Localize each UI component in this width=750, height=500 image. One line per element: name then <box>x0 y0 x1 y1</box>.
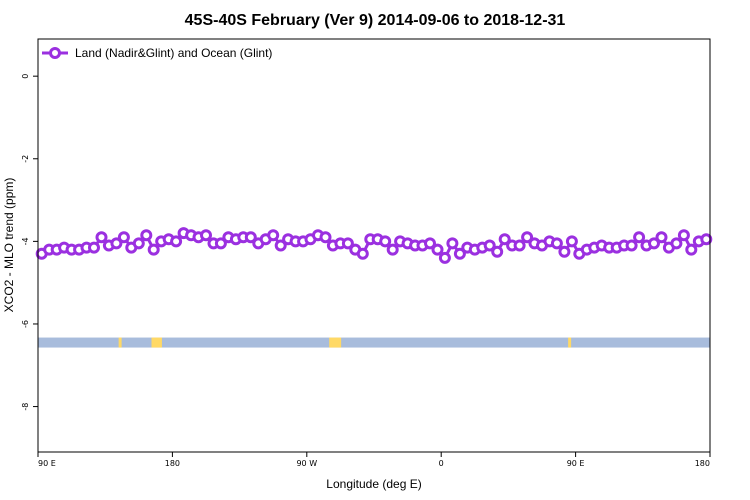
x-tick-label: 90 E <box>38 459 56 468</box>
data-point <box>453 247 466 260</box>
data-point <box>685 243 698 256</box>
data-point <box>356 247 369 260</box>
data-point <box>491 245 504 258</box>
legend: Land (Nadir&Glint) and Ocean (Glint) <box>42 46 272 60</box>
x-axis-label: Longitude (deg E) <box>326 477 421 491</box>
data-point <box>633 231 646 244</box>
series-line <box>35 227 713 264</box>
data-point <box>438 251 451 264</box>
x-tick-label: 90 W <box>296 459 317 468</box>
x-tick-label: 180 <box>165 459 180 468</box>
legend-marker-swatch <box>49 47 61 59</box>
data-point <box>513 239 526 252</box>
data-point <box>670 237 683 250</box>
data-point <box>446 237 459 250</box>
data-point <box>147 243 160 256</box>
data-point <box>170 235 183 248</box>
data-point <box>110 237 123 250</box>
data-point <box>521 231 534 244</box>
data-point <box>140 229 153 242</box>
data-point <box>386 243 399 256</box>
y-tick-label: -6 <box>21 320 30 328</box>
x-axis: 90 E 180 90 W 0 90 E 180 <box>37 452 711 468</box>
data-point <box>274 239 287 252</box>
x-tick-label: 0 <box>439 459 444 468</box>
data-point <box>379 235 392 248</box>
data-point <box>625 239 638 252</box>
data-point <box>319 231 332 244</box>
data-point <box>483 239 496 252</box>
y-axis: 0 -2 -4 -6 -8 <box>21 74 38 411</box>
y-axis-label: XCO2 - MLO trend (ppm) <box>2 178 16 313</box>
data-point <box>424 237 436 250</box>
data-point <box>550 237 563 250</box>
data-point <box>700 233 713 246</box>
x-tick-label: 90 E <box>567 459 585 468</box>
land-segment <box>329 337 342 348</box>
data-point <box>200 229 212 242</box>
plot-frame <box>37 38 711 453</box>
land-segment <box>151 337 162 348</box>
data-point <box>558 245 571 258</box>
legend-label: Land (Nadir&Glint) and Ocean (Glint) <box>75 46 272 60</box>
chart-title: 45S-40S February (Ver 9) 2014-09-06 to 2… <box>185 12 566 29</box>
data-point <box>95 231 108 244</box>
data-point <box>88 241 100 254</box>
land-segment <box>118 337 122 348</box>
x-tick-label: 180 <box>695 459 710 468</box>
ocean-band <box>38 337 710 348</box>
data-point <box>132 237 145 250</box>
data-point <box>117 231 130 244</box>
data-point <box>655 231 668 244</box>
y-tick-label: 0 <box>21 74 30 79</box>
data-point <box>498 233 511 246</box>
data-point <box>267 229 280 242</box>
data-point <box>341 237 354 250</box>
land-segment <box>568 337 572 348</box>
y-tick-label: -2 <box>21 155 30 163</box>
data-point <box>244 231 257 244</box>
data-point <box>565 235 578 248</box>
data-point <box>648 237 660 250</box>
surface-strip <box>38 337 710 348</box>
data-point <box>677 229 690 242</box>
data-point <box>431 243 444 256</box>
data-point <box>214 237 227 250</box>
y-tick-label: -8 <box>21 403 30 411</box>
y-tick-label: -4 <box>21 237 30 245</box>
